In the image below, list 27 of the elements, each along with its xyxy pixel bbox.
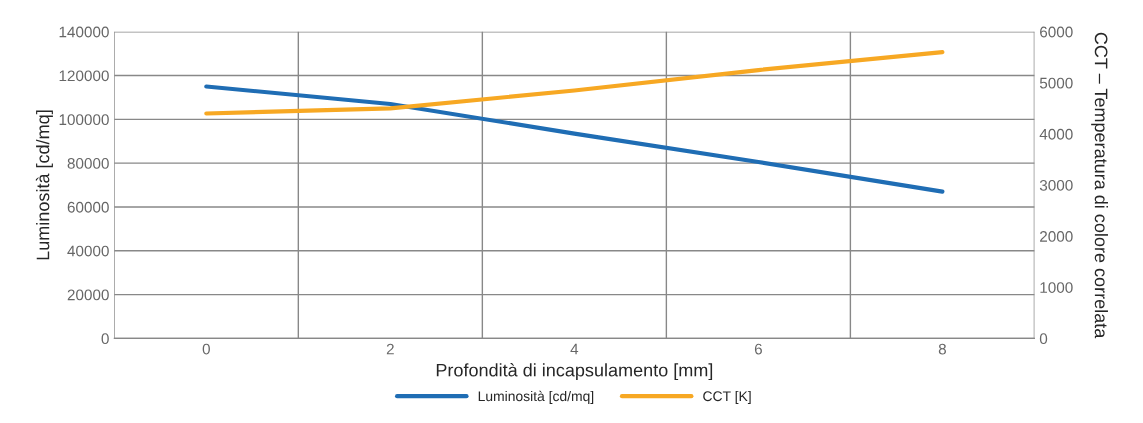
y-tick-label: 120000 [59,70,109,82]
y2-axis-title: CCT – Temperatura di colore correlata [1091,32,1108,339]
x-tick-label: 0 [202,343,210,355]
y-tick-label: 60000 [67,201,109,213]
x-axis-title: Profondità di incapsulamento [mm] [436,363,713,381]
legend-label: Luminosità [cd/mq] [478,390,594,404]
y-tick-label: 0 [101,333,109,345]
y2-tick-label: 3000 [1039,179,1073,191]
legend-label: CCT [K] [703,390,751,404]
line-series [204,84,945,194]
y2-tick-label: 5000 [1039,77,1073,89]
y-tick-label: 80000 [67,158,109,169]
y2-tick-label: 0 [1039,333,1048,345]
y2-tick-label: 6000 [1040,26,1073,38]
x-tick-label: 4 [570,343,579,355]
x-tick-label: 2 [386,343,394,355]
y2-tick-label: 1000 [1040,282,1073,293]
y-tick-label: 40000 [67,245,109,257]
line-series [204,50,945,116]
y-tick-label: 140000 [59,26,109,38]
y2-tick-label: 2000 [1040,231,1073,242]
x-tick-label: 8 [938,343,946,355]
y-axis-title: Luminosità [cd/mq] [35,110,53,260]
y-tick-label: 100000 [59,114,109,126]
x-tick-label: 6 [754,343,762,355]
y-tick-label: 20000 [67,289,109,301]
y2-tick-label: 4000 [1039,128,1073,140]
